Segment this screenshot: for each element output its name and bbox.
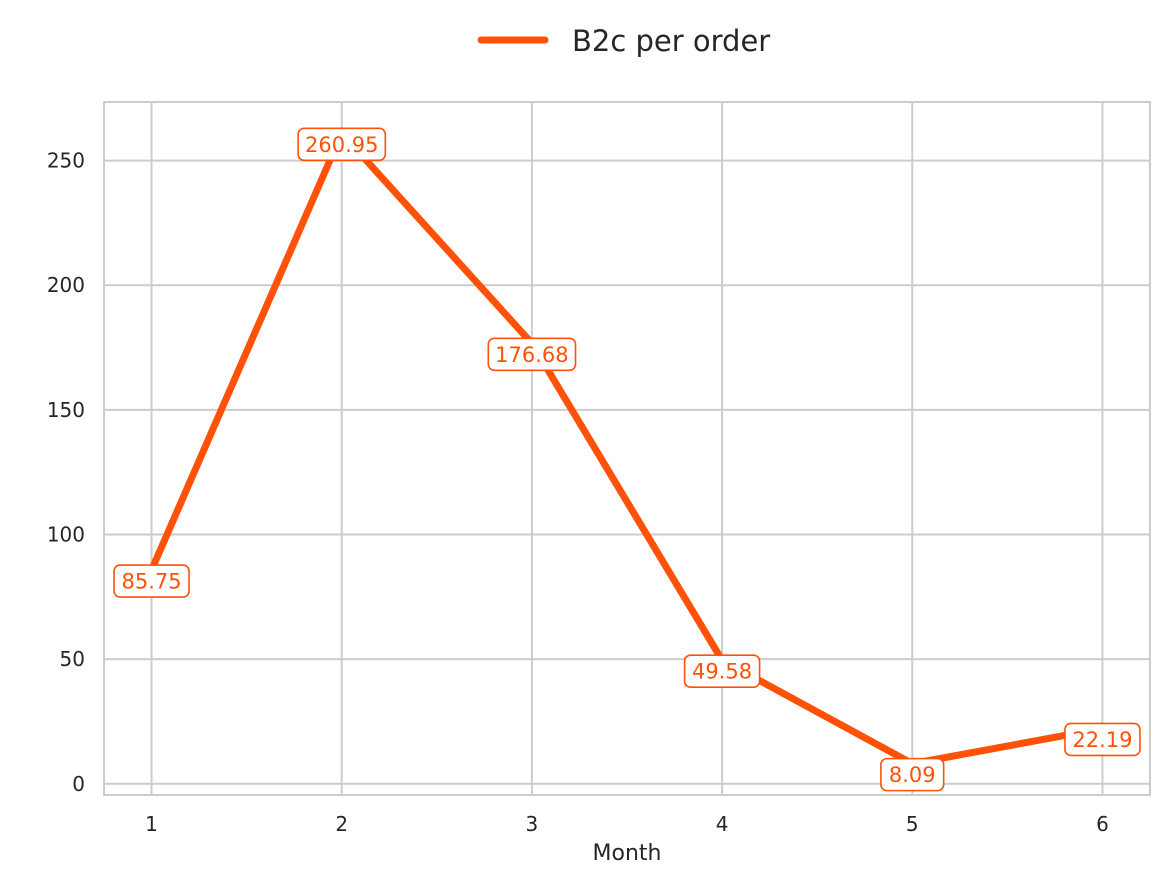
data-label-box [683,654,761,688]
x-axis-ticks: 1 2 3 4 5 6 [145,812,1109,836]
data-label-box [880,757,945,792]
y-tick-label: 100 [47,523,85,547]
data-label: 22.19 [1064,722,1141,757]
x-axis-title: Month [593,841,662,866]
data-label: 176.68 [487,337,577,372]
data-label: 85.75 [113,564,190,598]
y-tick-label: 0 [72,772,85,796]
data-label: 260.95 [297,127,387,162]
y-tick-label: 50 [60,647,85,671]
data-label-box [487,337,577,372]
legend-label: B2c per order [572,24,770,58]
data-label-text: 8.09 [889,763,936,787]
data-label-text: 176.68 [495,343,568,367]
data-label-text: 85.75 [121,570,181,594]
y-tick-label: 200 [47,273,85,297]
x-tick-label: 5 [906,812,919,836]
x-tick-label: 3 [526,812,539,836]
x-tick-label: 6 [1096,812,1109,836]
data-label-box [113,564,190,598]
data-labels: 85.75 260.95 176.68 49.58 8.09 22.19 [113,127,1141,792]
series-group [148,129,1106,768]
plot-frame [103,101,1151,796]
data-label: 49.58 [683,654,761,688]
data-label-text: 260.95 [305,133,378,157]
data-label-text: 22.19 [1072,728,1132,752]
x-tick-label: 4 [716,812,729,836]
grid-lines [104,102,1150,795]
y-tick-label: 250 [47,149,85,173]
y-tick-label: 150 [47,398,85,422]
data-label-box [1064,722,1141,757]
data-label-text: 49.58 [692,660,752,684]
series-line [148,129,1106,768]
y-axis-ticks: 0 50 100 150 200 250 [47,149,85,796]
legend: B2c per order [477,24,770,58]
x-tick-label: 2 [335,812,348,836]
data-label-box [297,127,387,162]
x-tick-label: 1 [145,812,158,836]
data-label: 8.09 [880,757,945,792]
